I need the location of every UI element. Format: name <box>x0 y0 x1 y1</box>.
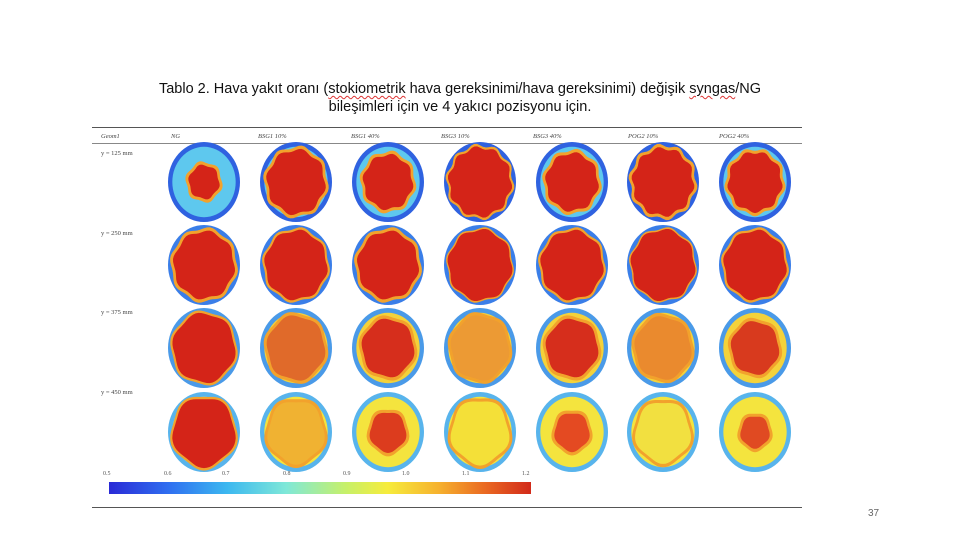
contour-core <box>740 416 770 449</box>
contour-plot <box>352 225 424 305</box>
contour-core <box>727 152 783 214</box>
figure-caption: Tablo 2. Hava yakıt oranı (stokiometrik … <box>100 80 820 116</box>
contour-plot <box>627 392 699 472</box>
contour-core <box>369 412 407 453</box>
contour-plot <box>352 308 424 388</box>
caption-line-1: Tablo 2. Hava yakıt oranı (stokiometrik … <box>100 80 820 98</box>
caption-part: hava gereksinimi/hava gereksinimi) değiş… <box>405 81 690 97</box>
column-header: NG <box>171 133 181 140</box>
contour-plot <box>168 392 240 472</box>
contour-plot <box>627 308 699 388</box>
contour-core <box>450 315 510 381</box>
contour-plot <box>260 142 332 222</box>
contour-plot <box>536 142 608 222</box>
colorbar-tick: 0.8 <box>283 471 291 477</box>
contour-plot <box>444 392 516 472</box>
contour-core <box>540 229 604 301</box>
contour-core <box>450 401 510 466</box>
contour-plot <box>719 225 791 305</box>
caption-part: /NG <box>735 81 762 97</box>
contour-core <box>266 148 326 216</box>
contour-core <box>730 321 780 375</box>
contour-plot <box>719 308 791 388</box>
contour-plot <box>444 142 516 222</box>
table-header-rule <box>92 143 802 144</box>
contour-core <box>447 229 513 301</box>
contour-plot <box>260 308 332 388</box>
contour-core <box>448 146 512 218</box>
contour-core <box>723 229 787 301</box>
column-header: POG2 40% <box>719 133 750 140</box>
contour-plot <box>536 392 608 472</box>
table-top-rule <box>92 127 802 128</box>
colorbar-tick: 1.1 <box>462 471 470 477</box>
colorbar-tick: 0.5 <box>103 471 111 477</box>
contour-core <box>264 229 328 301</box>
contour-plot <box>536 225 608 305</box>
column-header: BSG1 10% <box>258 133 287 140</box>
row-label: y = 375 mm <box>101 309 133 316</box>
contour-plot <box>444 308 516 388</box>
page-number: 37 <box>868 508 880 519</box>
contour-plot <box>536 308 608 388</box>
contour-core <box>635 403 691 464</box>
contour-core <box>267 402 325 465</box>
contour-plot <box>627 225 699 305</box>
contour-core <box>545 152 599 212</box>
row-label: y = 450 mm <box>101 389 133 396</box>
contour-plot <box>168 142 240 222</box>
contour-core <box>357 230 419 300</box>
contour-core <box>172 399 236 469</box>
contour-plot <box>260 225 332 305</box>
contour-plot <box>352 392 424 472</box>
column-header: BSG3 10% <box>441 133 470 140</box>
colorbar <box>109 482 531 494</box>
contour-plot <box>168 308 240 388</box>
caption-line-2: bileşimleri için ve 4 yakıcı pozisyonu i… <box>328 99 592 115</box>
contour-core <box>630 229 696 301</box>
column-header: BSG3 40% <box>533 133 562 140</box>
contour-core <box>188 164 220 200</box>
row-label: y = 250 mm <box>101 230 133 237</box>
table-bottom-rule <box>92 507 802 508</box>
contour-core <box>362 153 414 211</box>
contour-core <box>545 318 599 378</box>
colorbar-tick: 1.2 <box>522 471 530 477</box>
contour-plot <box>627 142 699 222</box>
contour-core <box>172 312 236 384</box>
column-header: BSG1 40% <box>351 133 380 140</box>
caption-part: Tablo 2. Hava yakıt oranı ( <box>158 81 329 97</box>
contour-plot <box>444 225 516 305</box>
contour-core <box>554 413 590 453</box>
contour-core <box>266 315 326 381</box>
contour-plot <box>719 392 791 472</box>
contour-core <box>361 318 415 378</box>
caption-spellcheck-word: stokiometrik <box>328 81 406 97</box>
column-header: POG2 10% <box>628 133 659 140</box>
contour-plot <box>168 225 240 305</box>
colorbar-tick: 0.9 <box>343 471 351 477</box>
colorbar-tick: 1.0 <box>402 471 410 477</box>
contour-plot <box>719 142 791 222</box>
caption-spellcheck-word: syngas <box>689 81 736 97</box>
table-corner-label: Geom1 <box>101 133 120 140</box>
contour-core <box>631 147 695 217</box>
contour-core <box>173 230 235 300</box>
colorbar-tick: 0.7 <box>222 471 230 477</box>
colorbar-tick: 0.6 <box>164 471 172 477</box>
contour-plot <box>352 142 424 222</box>
row-label: y = 125 mm <box>101 150 133 157</box>
contour-plot <box>260 392 332 472</box>
contour-core <box>634 316 692 380</box>
